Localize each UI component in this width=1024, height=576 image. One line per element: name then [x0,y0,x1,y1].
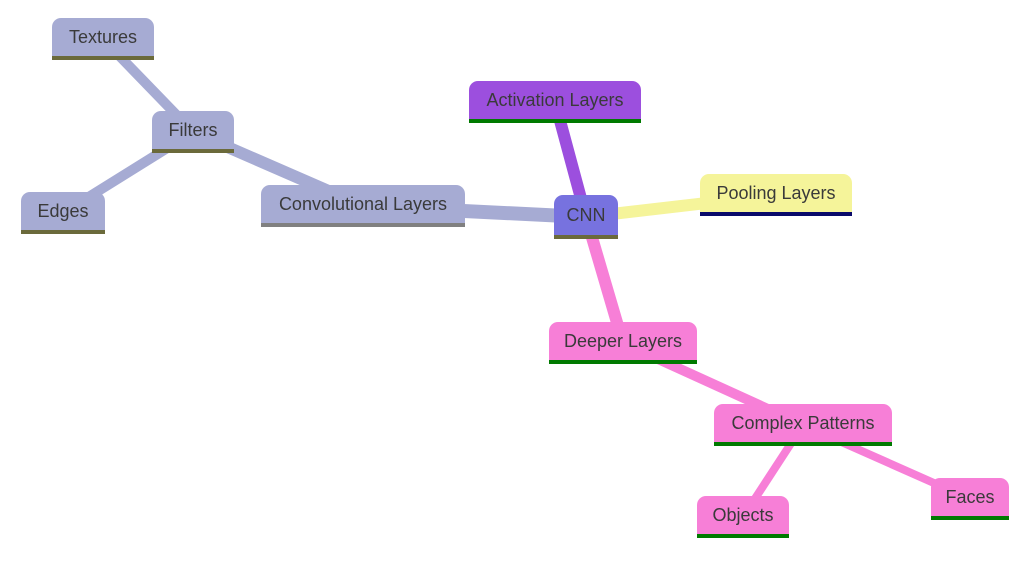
node-label: Pooling Layers [716,183,835,204]
node-cnn: CNN [554,195,618,239]
node-pooling-layers: Pooling Layers [700,174,852,216]
node-label: CNN [567,205,606,226]
node-filters: Filters [152,111,234,153]
node-label: Objects [712,505,773,526]
cnn-concept-map: Textures Edges Filters Convolutional Lay… [0,0,1024,576]
node-complex-patterns: Complex Patterns [714,404,892,446]
node-label: Complex Patterns [731,413,874,434]
node-activation-layers: Activation Layers [469,81,641,123]
node-textures: Textures [52,18,154,60]
node-label: Edges [37,201,88,222]
node-label: Faces [945,487,994,508]
node-deeper-layers: Deeper Layers [549,322,697,364]
node-label: Deeper Layers [564,331,682,352]
node-label: Activation Layers [486,90,623,111]
node-edges: Edges [21,192,105,234]
node-label: Textures [69,27,137,48]
node-convolutional-layers: Convolutional Layers [261,185,465,227]
node-label: Filters [169,120,218,141]
node-objects: Objects [697,496,789,538]
node-faces: Faces [931,478,1009,520]
node-label: Convolutional Layers [279,194,447,215]
